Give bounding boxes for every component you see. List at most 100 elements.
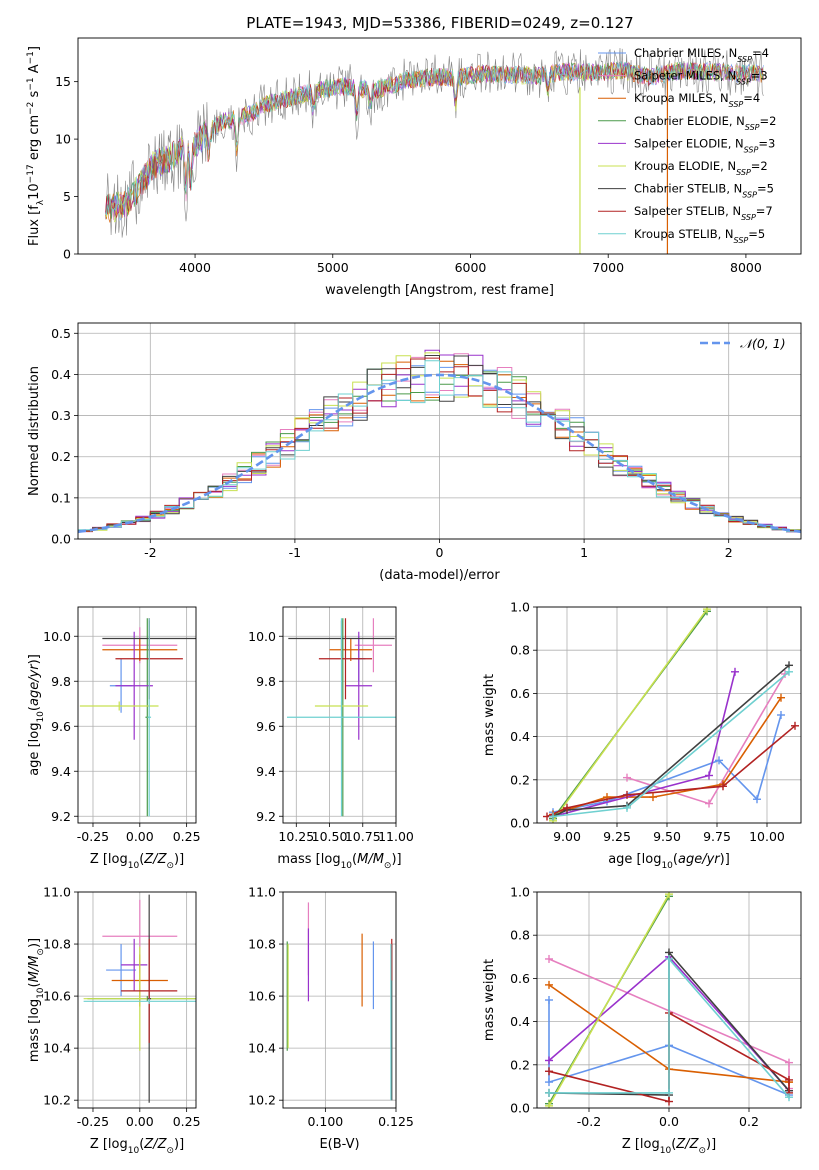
legend-entry: Chabrier MILES, NSSP=4 — [634, 46, 769, 64]
y-tick-label: 9.8 — [256, 674, 276, 689]
x-tick-label: 0.25 — [173, 829, 201, 844]
weight-marker — [777, 711, 785, 719]
y-tick-label: 0.4 — [51, 367, 71, 382]
weight-marker — [785, 1058, 793, 1067]
weight-marker — [753, 795, 761, 804]
plot-area-age-vs-z — [79, 618, 196, 817]
x-tick-label: 0.00 — [126, 1114, 154, 1129]
x-axis-label: mass [log10(M/M⊙)] — [277, 852, 401, 871]
y-tick-label: 9.6 — [51, 719, 71, 734]
y-tick-label: 15 — [55, 74, 71, 89]
errorbar-point — [83, 998, 196, 1004]
y-tick-label: 9.8 — [51, 674, 71, 689]
y-tick-label: 10.2 — [43, 1093, 71, 1108]
plot-area-spectrum — [105, 47, 764, 254]
x-tick-label: 8000 — [730, 260, 762, 275]
y-tick-label: 0 — [63, 247, 71, 262]
weight-marker — [563, 803, 571, 812]
residual-legend: 𝒩(0, 1) — [700, 336, 786, 351]
weight-marker — [785, 1075, 793, 1084]
x-tick-label: 0.125 — [378, 1114, 414, 1129]
errorbar-point — [79, 701, 159, 711]
weight-marker — [623, 790, 631, 799]
x-tick-label: 4000 — [179, 260, 211, 275]
x-tick-label: 7000 — [592, 260, 624, 275]
y-tick-label: 10.0 — [248, 629, 276, 644]
axes-frame — [282, 606, 397, 824]
weight-series-line — [549, 956, 790, 1098]
legend-entry: Chabrier ELODIE, NSSP=2 — [634, 114, 776, 132]
y-tick-label: 10.8 — [43, 937, 71, 952]
errorbar-point — [147, 618, 152, 817]
y-tick-label: 10.8 — [248, 937, 276, 952]
y-tick-label: 10 — [55, 132, 71, 147]
x-tick-label: 10.00 — [749, 829, 785, 844]
errorbar-point — [102, 638, 178, 661]
weight-marker — [785, 1093, 793, 1102]
weight-marker — [545, 1101, 553, 1108]
weight-marker — [545, 1056, 553, 1065]
weight-marker — [545, 954, 553, 963]
y-tick-label: 0.0 — [51, 532, 71, 547]
y-tick-label: 1.0 — [510, 885, 530, 900]
weight-marker — [731, 667, 739, 676]
x-tick-label: 6000 — [455, 260, 487, 275]
y-tick-label: 9.2 — [51, 809, 71, 824]
weight-marker — [545, 980, 553, 989]
x-tick-label: -0.2 — [577, 1114, 601, 1129]
axes-frame — [77, 606, 197, 824]
y-tick-label: 10.6 — [248, 989, 276, 1004]
errorbar-point — [345, 631, 373, 740]
y-tick-label: 10.6 — [43, 989, 71, 1004]
x-tick-label: 5000 — [317, 260, 349, 275]
x-tick-label: 9.25 — [603, 829, 631, 844]
y-axis-label: Normed distribution — [27, 366, 42, 496]
figure-title: PLATE=1943, MJD=53386, FIBERID=0249, z=0… — [246, 14, 633, 32]
weight-marker — [549, 812, 557, 821]
y-tick-label: 0.3 — [51, 408, 71, 423]
axes-frame — [282, 891, 397, 1109]
weight-marker — [665, 954, 673, 963]
weight-marker — [665, 892, 673, 899]
plot-area-weight-vs-age — [543, 607, 799, 823]
y-tick-label: 0.5 — [51, 326, 71, 341]
plot-area-age-vs-mass — [286, 618, 396, 817]
axes-mass-vs-z: -0.25 0.00 0.25 10.2 10.4 10.6 10.8 11.0 Z [log1… — [27, 885, 201, 1157]
weight-marker — [545, 1067, 553, 1076]
x-tick-label: -0.25 — [77, 1114, 109, 1129]
y-tick-label: 1.0 — [510, 600, 530, 615]
plot-area-weight-vs-z — [545, 892, 793, 1108]
x-tick-label: 10.75 — [345, 829, 381, 844]
plot-area-mass-vs-ebv — [286, 902, 393, 1101]
x-tick-label: 11.00 — [378, 829, 414, 844]
y-tick-label: 0.2 — [510, 1057, 530, 1072]
x-axis-label: E(B-V) — [319, 1137, 359, 1152]
y-tick-label: 9.6 — [256, 719, 276, 734]
axes-frame — [77, 322, 802, 540]
errorbar-point — [318, 618, 373, 700]
weight-marker — [785, 667, 793, 676]
weight-marker — [703, 607, 711, 614]
axes-residuals: -2 -1 0 1 2 0.0 0.1 0.2 0.3 0.4 0.5 (data-model)/er… — [27, 322, 802, 583]
x-axis-label: Z [log10(Z/Z⊙)] — [90, 852, 184, 871]
y-tick-label: 9.2 — [256, 809, 276, 824]
y-tick-label: 0.8 — [510, 643, 530, 658]
x-tick-label: 0.00 — [126, 829, 154, 844]
axes-frame — [77, 37, 802, 255]
axes-mass-vs-ebv: 0.100 0.125 10.2 10.4 10.6 10.8 11.0 E(B-V) — [248, 885, 414, 1153]
legend-entry: 𝒩(0, 1) — [740, 336, 786, 351]
y-axis-label: mass [log10(M/M⊙)] — [27, 938, 46, 1062]
y-tick-label: 5 — [63, 189, 71, 204]
y-tick-label: 10.2 — [248, 1093, 276, 1108]
spectrum-legend: Chabrier MILES, NSSP=4 Salpeter MILES, NS… — [598, 46, 776, 244]
x-tick-label: 0 — [436, 545, 444, 560]
y-tick-label: 11.0 — [43, 885, 71, 900]
x-tick-label: 0.0 — [659, 1114, 679, 1129]
weight-marker — [545, 1088, 553, 1097]
spectrum-line-kroupa-stelib — [105, 61, 764, 216]
y-tick-label: 0.2 — [51, 449, 71, 464]
